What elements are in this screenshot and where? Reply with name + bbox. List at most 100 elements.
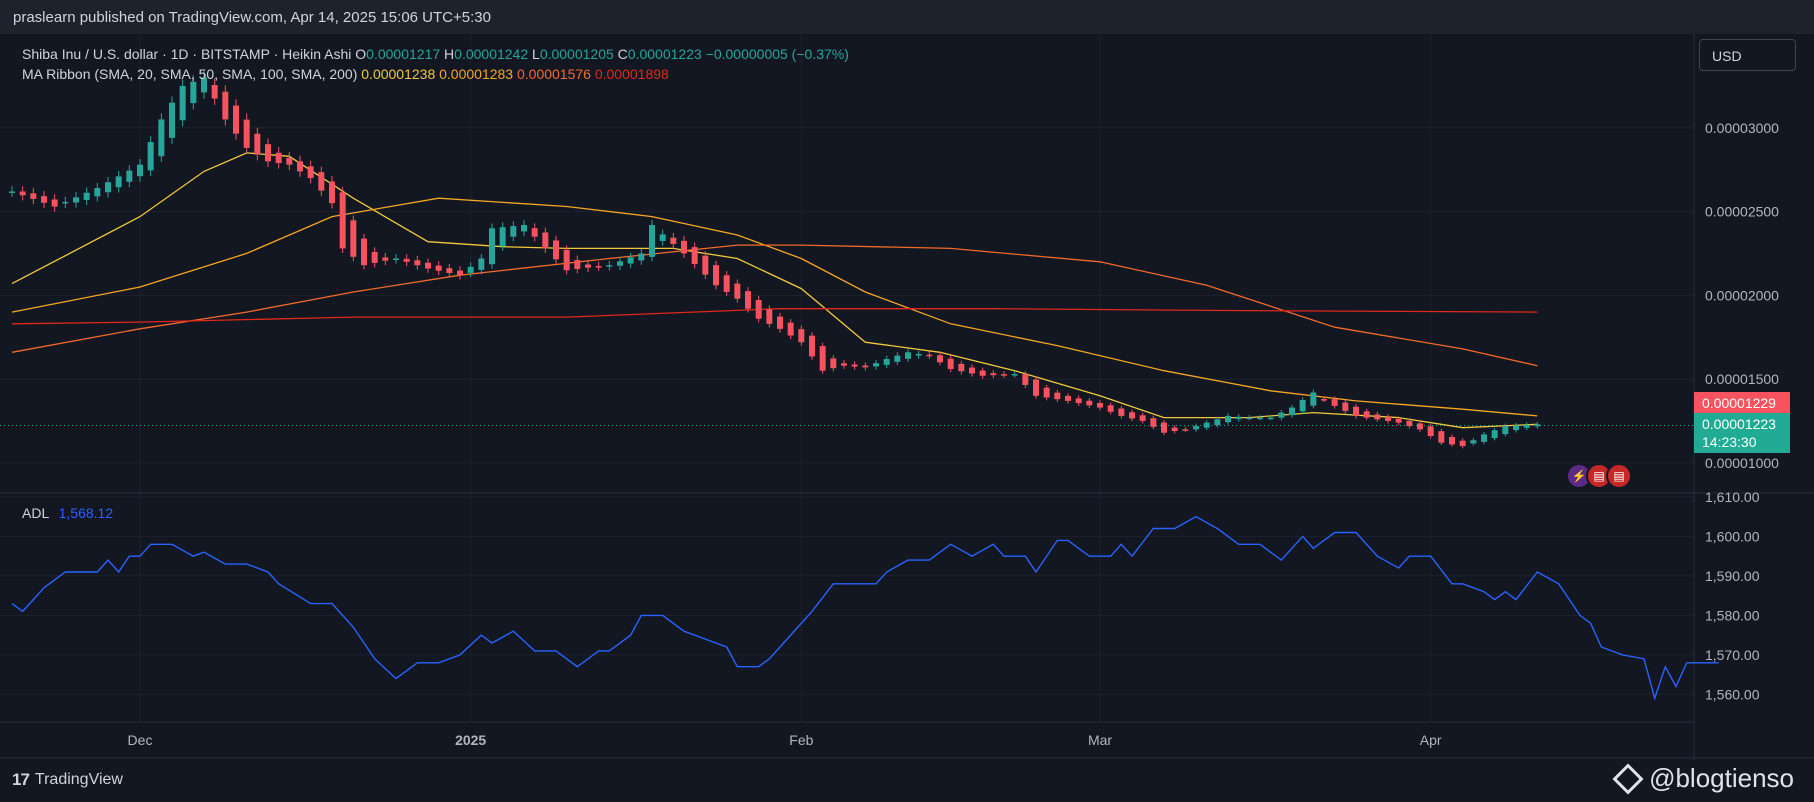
tradingview-logo[interactable]: 17 TradingView <box>12 770 123 790</box>
adl-axis: 1,560.00 1,570.00 1,580.00 1,590.00 1,600.00… <box>1705 489 1760 702</box>
symbol-title[interactable]: Shiba Inu / U.S. dollar · 1D · BITSTAMP … <box>22 46 352 62</box>
adl-tick-label: 1,560.00 <box>1705 686 1760 702</box>
candle-body <box>510 226 517 237</box>
tv-icon: 17 <box>12 770 30 789</box>
candle-body <box>1289 407 1295 416</box>
ma-line-1 <box>11 197 1538 417</box>
candle-body <box>755 299 762 319</box>
candle-body <box>1502 425 1509 435</box>
currency-button[interactable]: USD <box>1699 39 1796 71</box>
adl-tick-label: 1,610.00 <box>1705 489 1760 505</box>
candles <box>9 70 1541 449</box>
candle-body <box>83 192 90 200</box>
time-tick-label: 2025 <box>455 732 486 748</box>
ma50-value: 0.00001283 <box>439 66 514 82</box>
publish-info: praslearn published on TradingView.com, … <box>13 9 491 26</box>
candle-body <box>73 197 79 203</box>
candle-body <box>809 335 815 357</box>
candle-body <box>62 201 69 204</box>
ma-title[interactable]: MA Ribbon (SMA, 20, SMA, 50, SMA, 100, S… <box>22 66 358 82</box>
adl-tick-label: 1,570.00 <box>1705 647 1760 663</box>
high-value: 0.00001242 <box>454 46 529 62</box>
candle-body <box>1523 424 1530 428</box>
candle-body <box>1235 416 1242 420</box>
candle-body <box>1470 440 1477 444</box>
candle-body <box>1267 417 1274 420</box>
candle-body <box>841 363 847 366</box>
us-flag-icon-2[interactable]: ▤ <box>1606 463 1632 489</box>
candle-body <box>553 240 559 260</box>
candle-body <box>958 363 965 372</box>
candle-body <box>873 363 879 367</box>
candle-body <box>350 220 357 257</box>
candle-body <box>1214 419 1221 426</box>
candle-body <box>926 354 933 357</box>
candle-body <box>1225 415 1231 423</box>
candle-body <box>211 84 218 99</box>
candle-body <box>713 265 719 286</box>
candle-body <box>649 224 655 257</box>
candle-body <box>1086 400 1093 406</box>
candle-body <box>990 373 997 376</box>
candle-body <box>190 81 197 104</box>
candle-body <box>137 164 143 177</box>
candle-body <box>851 364 858 367</box>
ma20-value: 0.00001238 <box>361 66 436 82</box>
candle-body <box>979 370 986 376</box>
time-tick-label: Feb <box>789 732 813 748</box>
candle-body <box>1374 414 1381 420</box>
candle-body <box>915 353 922 356</box>
candle-body <box>702 255 709 275</box>
candle-body <box>361 238 367 266</box>
candle-body <box>489 228 495 265</box>
candle-body <box>1043 387 1050 398</box>
candle-body <box>425 262 431 269</box>
close-label: C <box>617 46 628 62</box>
adl-value: 1,568.12 <box>58 505 114 521</box>
candle-body <box>1129 412 1135 419</box>
candle-body <box>286 157 293 165</box>
open-value: 0.00001217 <box>366 46 441 62</box>
candle-body <box>830 358 837 369</box>
adl-tick-label: 1,580.00 <box>1705 607 1760 623</box>
adl-tick-label: 1,600.00 <box>1705 528 1760 544</box>
candle-body <box>147 142 154 171</box>
change-value: −0.00000005 (−0.37%) <box>705 46 849 62</box>
candle-body <box>339 192 346 249</box>
candle-body <box>1182 429 1189 431</box>
candle-body <box>1246 417 1253 420</box>
candle-body <box>787 322 794 336</box>
header-bar: praslearn published on TradingView.com, … <box>0 0 1814 34</box>
ma-line-2 <box>11 244 1538 367</box>
candle-body <box>1118 408 1125 416</box>
low-label: L <box>532 46 540 62</box>
candle-body <box>1193 425 1199 430</box>
candle-body <box>201 77 207 93</box>
adl-title[interactable]: ADL <box>22 505 49 521</box>
candle-body <box>1395 418 1402 423</box>
event-icons[interactable]: ⚡ ▤ ▤ <box>1566 463 1632 489</box>
candle-body <box>1278 412 1285 418</box>
watermark: @blogtienso <box>1612 762 1794 795</box>
candle-body <box>969 367 975 374</box>
candle-body <box>1171 427 1178 432</box>
candle-body <box>478 258 485 270</box>
candle-body <box>521 224 527 232</box>
candle-body <box>41 196 47 203</box>
candle-body <box>745 291 751 309</box>
candle-body <box>115 176 122 188</box>
candle-body <box>1513 425 1519 431</box>
price-tick-label: 0.00001000 <box>1705 455 1779 471</box>
price-tick-label: 0.00001500 <box>1705 371 1779 387</box>
candle-body <box>414 260 421 266</box>
candle-body <box>777 316 783 329</box>
candle-body <box>1427 426 1434 437</box>
grid <box>0 34 1694 722</box>
candle-body <box>883 358 890 365</box>
candle-body <box>819 346 826 371</box>
candle-body <box>1363 411 1370 418</box>
candle-body <box>329 181 335 204</box>
candle-body <box>766 309 773 324</box>
candle-body <box>30 193 37 200</box>
